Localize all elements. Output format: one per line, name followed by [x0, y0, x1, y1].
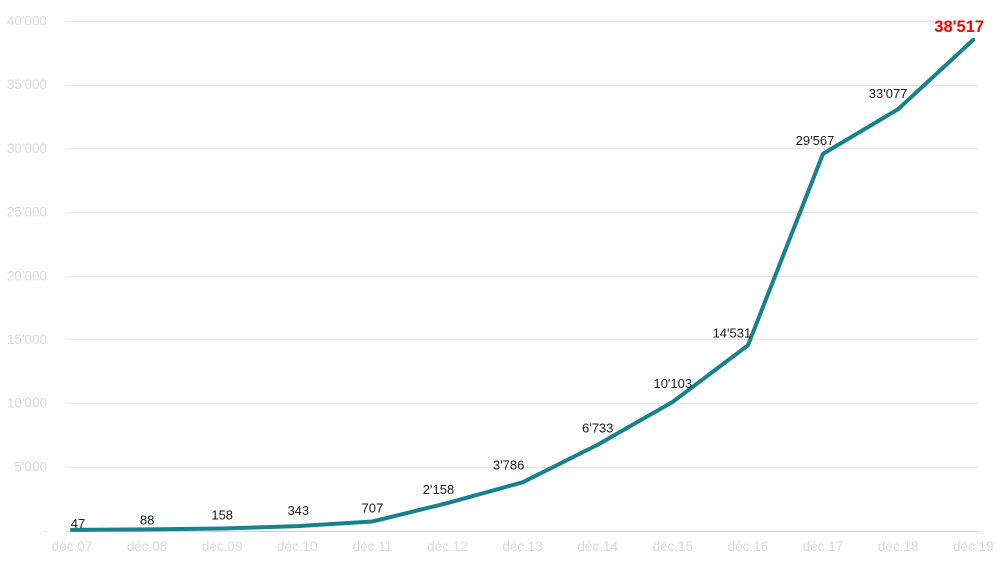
- data-label: 6'733: [582, 421, 613, 436]
- x-tick-label: déc.07: [52, 539, 93, 554]
- x-tick-label: déc.17: [803, 539, 844, 554]
- data-label-latest-value: 38'517: [934, 18, 984, 36]
- data-label: 10'103: [653, 376, 692, 391]
- y-tick-label: 35'000: [7, 77, 47, 92]
- y-tick-label: 5'000: [14, 459, 47, 474]
- x-tick-label: déc.14: [577, 539, 618, 554]
- x-tick-label: déc.09: [202, 539, 243, 554]
- y-axis-labels: 40'000 35'000 30'000 25'000 20'000 15'000 10'0…: [7, 14, 47, 539]
- y-tick-label: 10'000: [7, 396, 47, 411]
- data-label: 33'077: [869, 86, 908, 101]
- data-label: 2'158: [423, 482, 454, 497]
- data-label: 3'786: [493, 457, 524, 472]
- y-tick-label: 15'000: [7, 332, 47, 347]
- data-label: 88: [140, 512, 154, 527]
- data-label: 158: [211, 507, 233, 522]
- gridlines: [66, 21, 978, 532]
- x-tick-label: déc.11: [353, 539, 393, 554]
- y-tick-label: 40'000: [7, 14, 47, 29]
- x-tick-label: déc.19: [953, 539, 994, 554]
- data-label: 343: [287, 503, 309, 518]
- x-tick-label: déc.15: [653, 539, 694, 554]
- data-label: 14'531: [713, 325, 752, 340]
- y-tick-label: 25'000: [7, 205, 47, 220]
- x-tick-label: déc.13: [502, 539, 543, 554]
- series-line: [70, 37, 976, 532]
- y-tick-label: -: [43, 523, 48, 538]
- data-label: 47: [71, 516, 85, 531]
- data-label: 29'567: [796, 133, 835, 148]
- x-tick-label: déc.18: [878, 539, 919, 554]
- x-tick-label: déc.16: [728, 539, 769, 554]
- data-labels: 47 88 158 343 707 2'158 3'786 6'733 10'103 14'531…: [71, 18, 984, 531]
- x-tick-label: déc.10: [277, 539, 318, 554]
- x-tick-label: déc.08: [127, 539, 168, 554]
- y-tick-label: 20'000: [7, 268, 47, 283]
- x-axis-labels: déc.07 déc.08 déc.09 déc.10 déc.11 déc.12 déc.…: [52, 539, 994, 554]
- data-label: 707: [362, 500, 384, 515]
- y-tick-label: 30'000: [7, 141, 47, 156]
- x-tick-label: déc.12: [427, 539, 468, 554]
